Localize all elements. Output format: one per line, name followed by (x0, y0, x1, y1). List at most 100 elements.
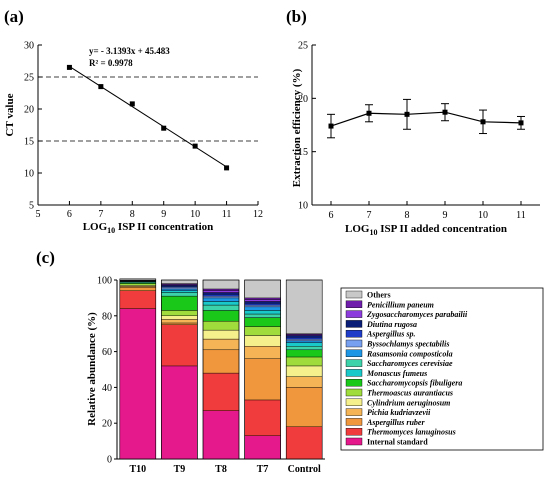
chart-c-bar-segment (244, 299, 281, 302)
panel-label-b: (b) (286, 7, 307, 26)
chart-a-point (161, 125, 167, 131)
chart-c-legend-label: Others (367, 291, 391, 300)
chart-c-bar-segment (161, 292, 198, 297)
chart-a-y-tick-label: 30 (24, 41, 34, 52)
chart-c-legend-swatch (345, 349, 363, 357)
chart-c-category-label: T9 (174, 464, 186, 475)
chart-c-legend-swatch (345, 290, 363, 299)
chart-c-legend-label: Cylindrium aeruginosum (367, 398, 450, 407)
chart-c-bar-segment (286, 337, 323, 340)
chart-c-bar-segment (119, 286, 157, 291)
chart-c-bar-segment (202, 349, 240, 374)
chart-b-point (366, 110, 372, 116)
chart-c-bar-segment (119, 308, 157, 460)
chart-c-category-label: T10 (129, 464, 146, 475)
chart-c-bar-segment (119, 283, 157, 286)
chart-c-bar-segment (286, 342, 323, 347)
chart-b-point (442, 109, 448, 115)
chart-b-x-tick-label: 9 (443, 210, 448, 221)
chart-b-y-tick-label: 15 (298, 147, 308, 158)
chart-a-x-tick-label: 7 (98, 209, 103, 220)
chart-c-legend-swatch (345, 369, 363, 377)
chart-c-legend-label: Pichia kudriavzevii (367, 408, 431, 417)
chart-c-bar-segment (244, 306, 281, 311)
chart-c-bar-segment (202, 320, 240, 331)
chart-c-bar-segment (202, 297, 240, 302)
chart-c-bar-segment (286, 376, 323, 388)
chart-a-x-tick-label: 9 (161, 209, 166, 220)
chart-c-bar-segment (286, 340, 323, 343)
chart-c-legend-swatch (345, 330, 363, 338)
chart-a-x-tick-label: 11 (222, 209, 232, 220)
chart-c-bar-segment (161, 310, 198, 316)
chart-c-legend-label: Thermoascus aurantiacus (367, 389, 453, 398)
chart-c-y-tick-label: 0 (107, 455, 112, 466)
panel-label-c: (c) (36, 248, 55, 267)
chart-c-legend-label: Rasamsonia composticola (366, 349, 453, 358)
chart-a-x-tick-label: 6 (67, 209, 72, 220)
chart-c-bar-segment (286, 387, 323, 427)
chart-c-bar-segment (202, 310, 240, 322)
chart-c-bar-segment (161, 279, 198, 284)
chart-c: Relative abundance (%) 0 20 40 60 80 100 T10 T9… (86, 276, 544, 475)
chart-c-category-label: Control (288, 464, 321, 475)
chart-c-bar-segment (286, 365, 323, 377)
chart-c-legend-label: Saccharomycopsis fibuligera (367, 379, 462, 388)
chart-c-bar-segment (244, 346, 281, 359)
chart-a-x-tick-label: 8 (130, 209, 135, 220)
chart-c-bar-segment (286, 346, 323, 351)
chart-a-y-tick-label: 10 (24, 169, 34, 180)
chart-c-legend-swatch (345, 379, 363, 387)
chart-c-y-tick-label: 80 (102, 311, 112, 322)
chart-c-bar-segment (202, 295, 240, 299)
chart-c-bar-segment (244, 313, 281, 318)
chart-b-point (518, 120, 524, 126)
chart-c-legend-swatch (345, 398, 363, 406)
chart-c-bar-segment (119, 290, 157, 309)
chart-c-bar-segment (286, 349, 323, 358)
chart-c-legend-label: Saccharomyces cerevisiae (367, 359, 453, 368)
chart-b-point (480, 119, 486, 125)
chart-c-bar-segment (244, 335, 281, 347)
chart-b: Extraction efficiency (%) LOG10 ISP II a… (291, 41, 540, 237)
chart-c-legend-label: Monascus fumeus (366, 369, 427, 378)
chart-c-y-tick-label: 100 (97, 276, 112, 287)
chart-c-legend-box (340, 287, 544, 451)
chart-c-legend-label: Internal standard (367, 438, 428, 447)
chart-c-y-tick-label: 60 (102, 347, 112, 358)
chart-c-legend-swatch (345, 408, 363, 416)
chart-c-bar-outline (119, 278, 157, 460)
chart-c-bar-segment (244, 326, 281, 336)
chart-c-bar-segment (202, 304, 240, 311)
chart-c-bar-segment (244, 297, 281, 300)
chart-c-bar-segment (244, 317, 281, 327)
chart-a: y= - 3.1393x + 45.483 R² = 0.9978 CT val… (4, 41, 263, 236)
chart-c-bar-segment (161, 295, 198, 311)
chart-c-bar-segment (244, 358, 281, 401)
chart-c-y-tick-label: 40 (102, 383, 112, 394)
chart-c-bar-segment (161, 322, 198, 325)
chart-c-bar-segment (161, 319, 198, 324)
chart-c-bar-outline (202, 279, 240, 460)
chart-c-legend-swatch (345, 310, 363, 318)
chart-c-bar-segment (244, 301, 281, 304)
chart-a-point (129, 101, 135, 107)
chart-a-x-tick-label: 12 (253, 209, 263, 220)
chart-c-bar-segment (286, 356, 323, 367)
chart-c-legend-label: Zygosaccharomyces parabailii (366, 310, 468, 319)
chart-c-legend-swatch (345, 320, 363, 328)
chart-a-x-tick-label: 10 (190, 209, 200, 220)
chart-c-bar-segment (202, 294, 240, 297)
chart-b-point (328, 123, 334, 129)
chart-c-legend-label: Byssochlamys spectabilis (366, 340, 449, 349)
chart-c-legend-label: Thermomyces lanuginosus (367, 428, 456, 437)
chart-c-legend-swatch (345, 300, 363, 308)
chart-c-bar-segment (286, 338, 323, 342)
chart-c-category-label: T7 (257, 464, 269, 475)
chart-c-bar-outline (161, 279, 198, 460)
chart-c-bar-segment (202, 301, 240, 306)
chart-a-point (66, 64, 72, 70)
chart-c-legend-label: Diutina rugosa (366, 320, 417, 329)
